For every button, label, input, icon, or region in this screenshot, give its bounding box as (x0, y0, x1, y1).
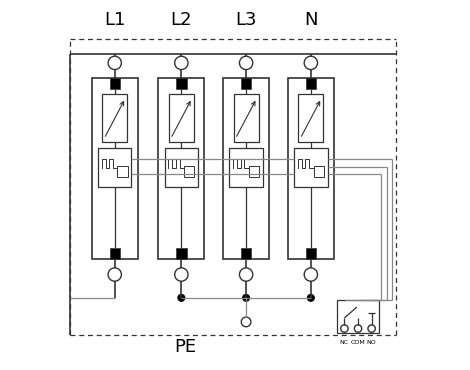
Bar (98, 148, 132, 187)
Bar (92, 78, 138, 259)
Text: NC: NC (340, 340, 349, 345)
Bar (164, 148, 198, 187)
Bar (298, 94, 323, 142)
Bar (294, 148, 328, 187)
Circle shape (241, 317, 251, 327)
Circle shape (307, 295, 314, 301)
Bar (102, 94, 127, 142)
Bar (176, 248, 187, 259)
Circle shape (341, 325, 348, 332)
Text: NO: NO (367, 340, 376, 345)
Text: L3: L3 (235, 11, 257, 29)
Bar (288, 78, 334, 259)
Circle shape (243, 295, 250, 301)
Circle shape (175, 56, 188, 70)
Bar (223, 78, 269, 259)
Bar (184, 166, 195, 177)
Circle shape (354, 325, 362, 332)
Bar (110, 248, 120, 259)
Bar (306, 78, 316, 89)
Text: L1: L1 (104, 11, 125, 29)
Bar (241, 248, 251, 259)
Circle shape (239, 56, 253, 70)
Circle shape (304, 268, 318, 281)
Circle shape (239, 268, 253, 281)
Text: N: N (304, 11, 318, 29)
Bar (110, 78, 120, 89)
Circle shape (178, 295, 185, 301)
Bar (118, 166, 128, 177)
Bar (176, 78, 187, 89)
Circle shape (368, 325, 376, 332)
Bar (241, 78, 251, 89)
Bar (249, 166, 259, 177)
Text: COM: COM (351, 340, 365, 345)
Circle shape (304, 56, 318, 70)
Text: L2: L2 (171, 11, 192, 29)
Bar (313, 166, 324, 177)
Circle shape (108, 268, 121, 281)
Text: PE: PE (174, 338, 196, 356)
Bar (229, 148, 263, 187)
Circle shape (108, 56, 121, 70)
Bar (234, 94, 258, 142)
Bar (158, 78, 204, 259)
Bar (306, 248, 316, 259)
Bar (169, 94, 194, 142)
Bar (337, 300, 379, 333)
Circle shape (175, 268, 188, 281)
